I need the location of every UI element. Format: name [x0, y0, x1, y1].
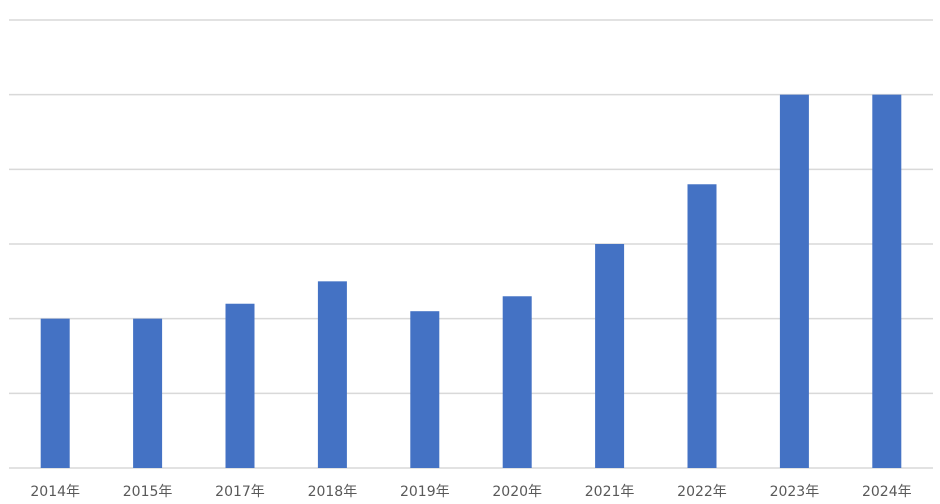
- bar: [317, 281, 347, 468]
- bar: [410, 311, 440, 468]
- bar: [40, 318, 70, 468]
- bar: [779, 94, 809, 469]
- bar: [133, 318, 163, 468]
- x-tick-label: 2024年: [862, 484, 912, 500]
- bar: [595, 244, 625, 468]
- x-tick-label: 2018年: [308, 484, 358, 500]
- x-tick-label: 2014年: [30, 484, 80, 500]
- bar: [872, 94, 902, 469]
- x-tick-label: 2022年: [677, 484, 727, 500]
- bar: [687, 184, 717, 468]
- bar: [502, 296, 532, 468]
- x-tick-label: 2023年: [770, 484, 820, 500]
- x-tick-label: 2017年: [215, 484, 265, 500]
- bar: [225, 303, 255, 468]
- x-tick-label: 2021年: [585, 484, 635, 500]
- x-tick-label: 2015年: [123, 484, 173, 500]
- x-tick-label: 2019年: [400, 484, 450, 500]
- x-tick-label: 2020年: [492, 484, 542, 500]
